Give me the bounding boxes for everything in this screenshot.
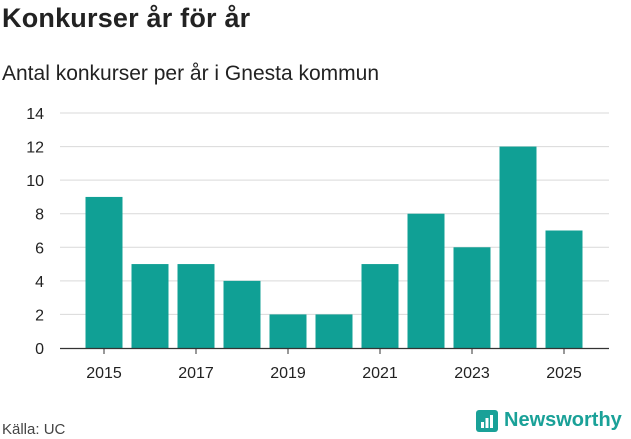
x-tick-label: 2017 [178, 365, 214, 382]
source-label: Källa: UC [2, 421, 66, 438]
y-tick-label: 6 [35, 240, 44, 257]
bar-2015 [85, 196, 123, 348]
y-tick-label: 8 [35, 207, 44, 224]
bar-2021 [361, 264, 399, 348]
x-tick-label: 2019 [270, 365, 306, 382]
newsworthy-logo-icon [476, 409, 498, 432]
brand-name: Newsworthy [504, 409, 622, 431]
bar-2018 [223, 280, 261, 348]
y-tick-label: 14 [26, 106, 44, 123]
chart-subtitle: Antal konkurser per år i Gnesta kommun [2, 62, 379, 85]
brand-logo: Newsworthy [476, 409, 622, 432]
bar-2023 [453, 247, 491, 348]
x-tick-label: 2023 [454, 365, 490, 382]
x-tick-label: 2015 [86, 365, 122, 382]
y-tick-label: 2 [35, 307, 44, 324]
bar-2016 [131, 264, 169, 348]
bar-2019 [269, 314, 307, 348]
bar-2024 [499, 146, 537, 348]
y-tick-label: 12 [26, 140, 44, 157]
bar-2020 [315, 314, 353, 348]
x-tick-label: 2021 [362, 365, 398, 382]
y-tick-label: 0 [35, 341, 44, 358]
bar-2017 [177, 264, 215, 348]
chart-title: Konkurser år för år [2, 3, 251, 33]
y-tick-label: 4 [35, 274, 44, 291]
bar-2022 [407, 213, 445, 348]
y-tick-label: 10 [26, 173, 44, 190]
x-tick-label: 2025 [546, 365, 582, 382]
bar-2025 [545, 230, 583, 348]
